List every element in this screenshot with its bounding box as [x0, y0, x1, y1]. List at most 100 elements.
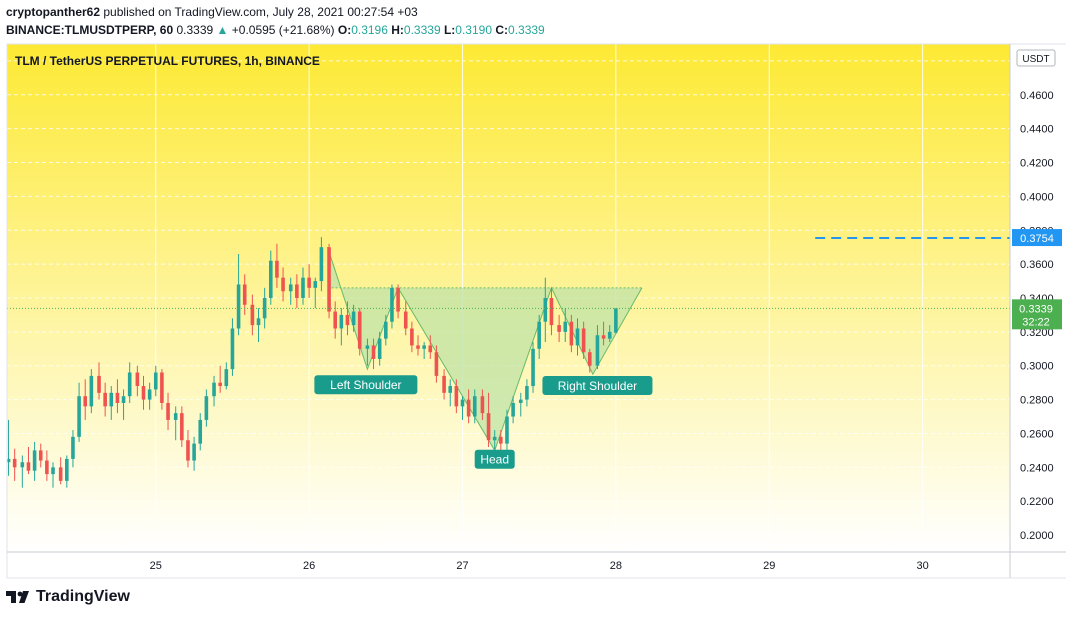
candle-body: [242, 284, 247, 305]
candle-body: [51, 467, 55, 475]
high-label: H:: [391, 23, 404, 37]
candle-body: [45, 460, 49, 475]
close-value: 0.3339: [508, 23, 545, 37]
candle-body: [26, 462, 31, 471]
candle-body: [345, 314, 350, 326]
candle-body: [180, 413, 184, 441]
candle-body: [416, 345, 420, 349]
candle-body: [268, 260, 273, 298]
candle-body: [351, 311, 356, 326]
pattern-label-box[interactable]: [474, 449, 515, 469]
pattern-label[interactable]: Left Shoulder: [330, 378, 401, 392]
publisher-name[interactable]: cryptopanther62: [6, 5, 101, 19]
candle-body: [563, 321, 568, 332]
pattern-label[interactable]: Right Shoulder: [558, 379, 637, 393]
candle-body: [198, 419, 203, 444]
price-change: +0.0595 (+21.68%): [231, 23, 335, 37]
candle-body: [575, 328, 580, 346]
candle-body: [103, 392, 107, 407]
candle-body: [262, 298, 267, 319]
pattern-fill: [327, 247, 642, 451]
candle-body: [371, 345, 376, 359]
candle-body: [250, 304, 255, 326]
candle-body: [480, 396, 485, 414]
y-tick-label: 0.4600: [1020, 90, 1054, 102]
y-tick-label: 0.3000: [1020, 361, 1054, 373]
candle-body: [537, 321, 541, 349]
tradingview-logo-text: TradingView: [36, 588, 130, 605]
y-tick-label: 0.2800: [1020, 395, 1054, 407]
candle-body: [97, 375, 101, 393]
candle-body: [218, 382, 222, 387]
last-price: 0.3339: [176, 23, 214, 37]
candle-body: [422, 345, 426, 349]
candle-body: [319, 247, 324, 282]
candle-body: [581, 328, 586, 353]
candle-body: [77, 396, 81, 437]
currency-box[interactable]: [1016, 49, 1056, 67]
candle-body: [442, 375, 446, 393]
publish-info: cryptopanther62 published on TradingView…: [6, 5, 418, 19]
candle-body: [499, 436, 503, 444]
symbol-name[interactable]: BINANCE:TLMUSDTPERP, 60: [6, 23, 174, 37]
candle-body: [434, 352, 439, 376]
candle-body: [295, 284, 299, 298]
candle-body: [357, 311, 362, 349]
candle-body: [153, 372, 158, 390]
candle-body: [486, 413, 491, 441]
candle-body: [313, 281, 318, 288]
currency-label[interactable]: USDT: [1022, 54, 1049, 65]
pattern-label-box[interactable]: [314, 375, 418, 395]
candle-body: [403, 311, 408, 329]
candle-body: [147, 389, 152, 400]
y-tick-label: 0.3200: [1020, 327, 1054, 339]
candle-body: [160, 372, 164, 403]
candle-body: [384, 321, 388, 339]
candle-body: [204, 396, 209, 420]
candle-body: [20, 462, 25, 468]
candle-body: [275, 260, 279, 278]
price-tag-countdown: 32:22: [1022, 316, 1050, 328]
candle-body: [492, 436, 497, 441]
candle-body: [288, 284, 293, 292]
candle-body: [410, 328, 414, 346]
price-tag-current-text: 0.3339: [1019, 303, 1053, 315]
close-label: C:: [495, 23, 509, 37]
y-tick-label: 0.2400: [1020, 462, 1054, 474]
candle-body: [224, 369, 229, 387]
chart-title: TLM / TetherUS PERPETUAL FUTURES, 1h, BI…: [15, 54, 320, 68]
y-tick-label: 0.4000: [1020, 191, 1054, 203]
candle-body: [549, 298, 554, 326]
open-label: O:: [337, 23, 352, 37]
candle-body: [460, 399, 465, 407]
candle-body: [307, 277, 311, 288]
candle-body: [377, 338, 382, 359]
tradingview-logo[interactable]: TradingView: [6, 588, 130, 606]
price-tag-level[interactable]: [1012, 229, 1062, 247]
pattern-label[interactable]: Head: [480, 453, 509, 467]
candle-body: [339, 314, 344, 329]
candle-body: [327, 247, 331, 312]
symbol-ohlc-bar: BINANCE:TLMUSDTPERP, 60 0.3339 ▲ +0.0595…: [6, 23, 545, 37]
candle-body: [127, 372, 132, 397]
candle-body: [428, 345, 433, 353]
candle-body: [230, 328, 235, 370]
candle-body: [390, 287, 394, 322]
candle-body: [301, 277, 305, 298]
candle-body: [212, 382, 216, 397]
price-tag-level-text: 0.3754: [1020, 233, 1054, 245]
candle-body: [58, 467, 63, 481]
candle-body: [595, 335, 600, 366]
candle-body: [71, 436, 75, 459]
candle-body: [38, 450, 43, 461]
candle-body: [607, 331, 612, 339]
price-tag-current[interactable]: [1012, 299, 1062, 330]
candle-body: [518, 399, 523, 403]
low-value: 0.3190: [455, 23, 492, 37]
candle-body: [505, 416, 509, 444]
candle-body: [448, 386, 453, 393]
candle-body: [89, 375, 94, 407]
pattern-label-box[interactable]: [542, 376, 653, 396]
candle-body: [365, 345, 370, 349]
